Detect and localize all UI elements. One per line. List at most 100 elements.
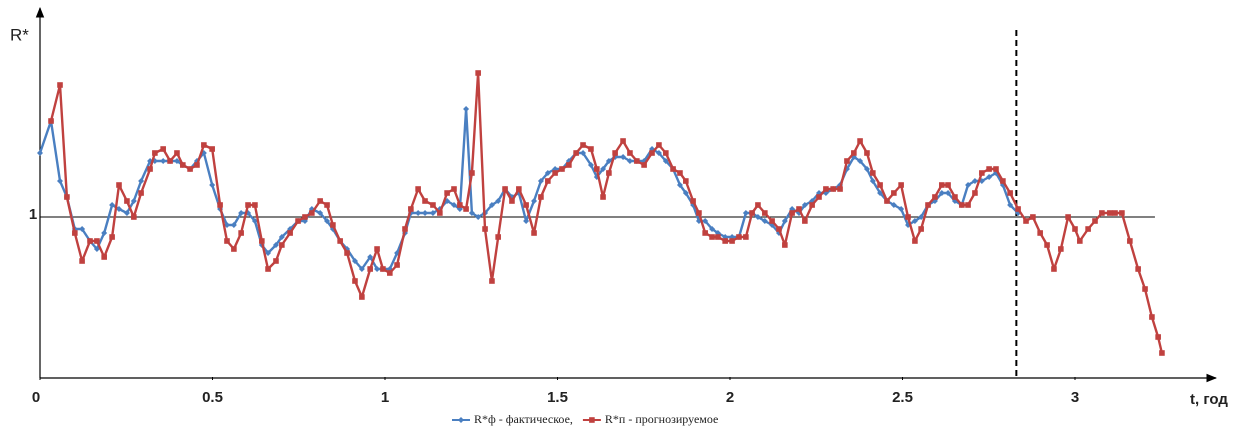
point [57, 82, 63, 88]
point [463, 206, 469, 212]
point [851, 150, 857, 156]
point [174, 150, 180, 156]
point [823, 186, 829, 192]
point [656, 142, 662, 148]
point [367, 266, 373, 272]
point [444, 190, 450, 196]
point [309, 210, 315, 216]
point [761, 218, 768, 224]
point [523, 202, 529, 208]
point [109, 234, 115, 240]
point [857, 158, 864, 164]
point [690, 198, 696, 204]
point [109, 202, 116, 208]
point [1015, 206, 1021, 212]
point [538, 194, 544, 200]
point [259, 238, 265, 244]
point [844, 158, 850, 164]
point [965, 202, 971, 208]
point [905, 214, 911, 220]
point [72, 230, 78, 236]
point [945, 182, 951, 188]
point [422, 210, 429, 216]
point [898, 206, 905, 212]
point [451, 186, 457, 192]
point [523, 218, 530, 224]
point [932, 194, 938, 200]
x-tick-label: 2 [726, 389, 734, 406]
point [959, 202, 965, 208]
point [463, 106, 470, 112]
point [131, 214, 137, 220]
point [358, 266, 365, 272]
point [217, 202, 223, 208]
point [330, 222, 336, 228]
point [626, 158, 633, 164]
legend-marker [589, 417, 595, 423]
point [87, 238, 93, 244]
point [251, 218, 258, 224]
point [971, 178, 978, 184]
point [925, 202, 931, 208]
point [789, 210, 795, 216]
point [1155, 334, 1161, 340]
point [437, 210, 443, 216]
point [1030, 214, 1036, 220]
point [1065, 214, 1071, 220]
point [94, 238, 100, 244]
point [302, 214, 308, 220]
point [709, 226, 716, 232]
x-tick-label: 0 [32, 389, 40, 406]
point [702, 230, 708, 236]
point [869, 178, 876, 184]
point [891, 190, 897, 196]
point [415, 210, 422, 216]
point [37, 150, 43, 156]
point [130, 198, 137, 204]
point [911, 218, 918, 224]
point [559, 166, 565, 172]
point [160, 158, 167, 164]
point [682, 190, 689, 196]
point [502, 186, 508, 192]
point [1142, 286, 1148, 292]
legend-label: R*ф - фактическое, [474, 412, 573, 426]
point [387, 270, 393, 276]
point [245, 202, 251, 208]
point [587, 162, 594, 168]
point [580, 142, 586, 148]
point [147, 166, 153, 172]
point [123, 210, 130, 216]
point [580, 150, 587, 156]
x-tick-label: 3 [1071, 389, 1079, 406]
point [1072, 226, 1078, 232]
point [295, 218, 301, 224]
point [57, 178, 64, 184]
point [457, 202, 463, 208]
point [516, 186, 522, 192]
point [683, 178, 689, 184]
point [1149, 314, 1155, 320]
point [1092, 218, 1098, 224]
point [1023, 218, 1029, 224]
point [655, 150, 662, 156]
point [544, 170, 551, 176]
x-axis-label: t, год [1190, 391, 1228, 408]
point [402, 226, 408, 232]
point [945, 190, 952, 196]
point [870, 170, 876, 176]
point [344, 250, 350, 256]
point [415, 186, 421, 192]
point [986, 174, 993, 180]
point [573, 150, 579, 156]
point [965, 182, 972, 188]
point [729, 238, 735, 244]
point [663, 150, 669, 156]
point [1085, 226, 1091, 232]
point [79, 258, 85, 264]
point [1107, 210, 1113, 216]
point [422, 198, 428, 204]
point [755, 202, 761, 208]
point [287, 230, 293, 236]
point [1007, 190, 1013, 196]
